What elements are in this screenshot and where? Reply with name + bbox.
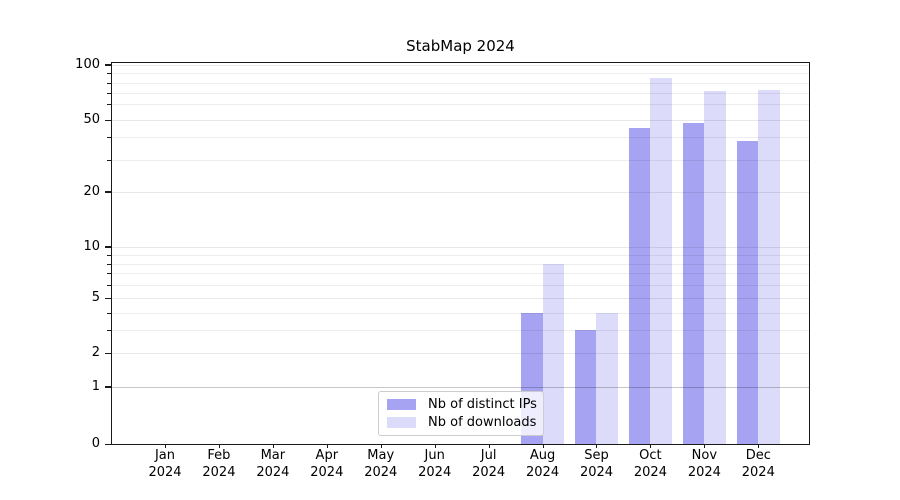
gridline-minor-9	[111, 255, 810, 256]
x-tick-label-apr: Apr 2024	[310, 448, 344, 480]
x-tick-mark-dec	[758, 444, 760, 448]
x-tick-mark-mar	[272, 444, 274, 448]
x-tick-label-jan: Jan 2024	[148, 448, 182, 480]
bar-distinct-ips-oct	[628, 128, 651, 444]
y-tick-label-0: 0	[91, 436, 100, 451]
y-minor-tick-6	[107, 285, 111, 286]
gridline-minor-80	[111, 82, 810, 84]
y-tick-mark-0	[105, 443, 111, 445]
distinct-ips-swatch-icon	[387, 399, 416, 411]
gridline-minor-70	[111, 93, 810, 95]
y-minor-tick-90	[107, 72, 111, 74]
y-tick-mark-2	[105, 352, 111, 355]
x-tick-mark-jan	[165, 444, 166, 448]
x-tick-mark-jul	[488, 444, 490, 448]
y-minor-tick-8	[107, 264, 111, 265]
y-tick-mark-10	[105, 246, 111, 248]
gridline-major-50	[111, 120, 810, 121]
y-tick-mark-5	[105, 297, 111, 300]
gridline-minor-8	[111, 264, 810, 265]
gridline-minor-30	[111, 160, 810, 161]
y-tick-mark-20	[105, 191, 111, 193]
y-minor-tick-7	[107, 273, 111, 275]
x-tick-mark-aug	[542, 444, 544, 448]
x-tick-mark-nov	[704, 444, 706, 448]
bar-distinct-ips-dec	[736, 141, 759, 444]
x-tick-label-jun: Jun 2024	[418, 448, 452, 480]
gridline-major-5	[111, 298, 810, 300]
y-tick-label-20: 20	[83, 183, 100, 199]
bar-distinct-ips-nov	[682, 123, 705, 444]
gridline-minor-90	[111, 72, 810, 74]
y-minor-tick-3	[107, 330, 111, 331]
gridline-major-100	[111, 64, 810, 66]
x-tick-label-sep: Sep 2024	[579, 448, 614, 480]
y-tick-label-10: 10	[83, 238, 100, 254]
y-minor-tick-4	[107, 312, 111, 314]
x-tick-mark-sep	[596, 444, 598, 448]
y-minor-tick-80	[107, 82, 111, 84]
legend: Nb of distinct IPs Nb of downloads	[378, 391, 544, 436]
y-minor-tick-70	[107, 93, 111, 95]
y-tick-label-100: 100	[75, 56, 100, 72]
legend-label-distinct-ips: Nb of distinct IPs	[428, 397, 537, 413]
y-minor-tick-60	[107, 104, 111, 105]
chart-title: StabMap 2024	[406, 37, 515, 55]
gridline-major-10	[111, 246, 810, 248]
legend-entry-distinct-ips: Nb of distinct IPs	[387, 397, 537, 413]
bar-downloads-aug	[542, 264, 565, 444]
gridline-minor-7	[111, 273, 810, 275]
y-tick-label-50: 50	[83, 112, 100, 127]
y-minor-tick-9	[107, 255, 111, 256]
gridline-minor-3	[111, 330, 810, 331]
gridline-minor-6	[111, 285, 810, 286]
y-minor-tick-30	[107, 160, 111, 161]
legend-entry-downloads: Nb of downloads	[387, 414, 537, 430]
x-tick-mark-oct	[650, 444, 652, 448]
x-tick-label-may: May 2024	[364, 448, 398, 480]
gridline-major-20	[111, 191, 810, 193]
gridline-major-1	[111, 386, 810, 388]
y-tick-mark-100	[105, 64, 111, 66]
x-tick-mark-may	[380, 444, 382, 448]
gridline-major-2	[111, 353, 810, 355]
x-tick-mark-feb	[218, 444, 220, 448]
x-tick-label-dec: Dec 2024	[741, 448, 775, 480]
y-tick-label-1: 1	[91, 378, 100, 394]
x-tick-label-feb: Feb 2024	[202, 448, 236, 480]
y-tick-mark-50	[105, 119, 111, 121]
y-tick-label-5: 5	[91, 290, 100, 306]
gridline-minor-40	[111, 137, 810, 139]
gridline-minor-60	[111, 104, 810, 105]
x-tick-label-oct: Oct 2024	[633, 448, 667, 480]
gridline-minor-4	[111, 312, 810, 314]
bar-downloads-oct	[650, 77, 672, 444]
downloads-swatch-icon	[387, 416, 416, 428]
bar-downloads-dec	[758, 89, 780, 444]
bar-distinct-ips-sep	[574, 330, 597, 444]
y-tick-label-2: 2	[91, 345, 100, 361]
x-tick-mark-jun	[434, 444, 436, 448]
x-tick-label-jul: Jul 2024	[472, 448, 506, 480]
x-tick-label-aug: Aug 2024	[526, 448, 560, 480]
x-tick-label-mar: Mar 2024	[256, 448, 290, 480]
y-minor-tick-40	[107, 137, 111, 139]
y-tick-mark-1	[105, 386, 111, 388]
x-tick-label-nov: Nov 2024	[687, 448, 721, 480]
bar-downloads-nov	[704, 91, 726, 444]
x-tick-mark-apr	[326, 444, 328, 448]
legend-label-downloads: Nb of downloads	[428, 414, 537, 430]
bar-downloads-sep	[596, 312, 618, 444]
